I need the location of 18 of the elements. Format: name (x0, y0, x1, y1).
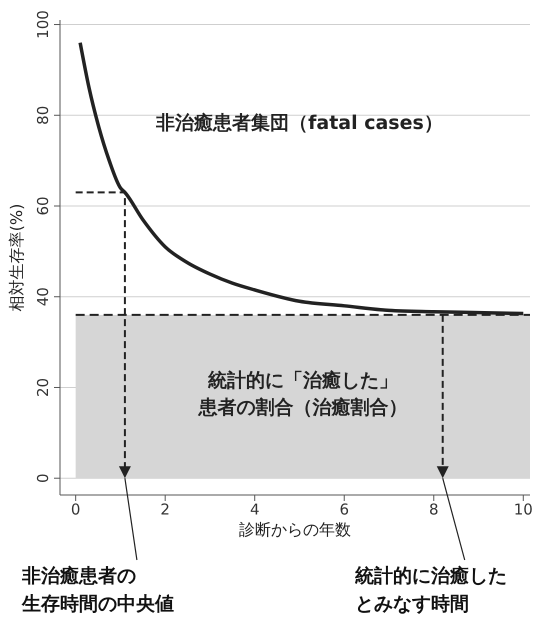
annotation: 統計的に治癒したとみなす時間 (354, 565, 507, 615)
y-axis-title: 相対生存率(%) (7, 204, 26, 312)
y-tick-label: 80 (34, 106, 52, 125)
x-tick-label: 4 (250, 500, 260, 519)
annotation: 非治癒患者集団（fatal cases） (155, 112, 443, 134)
band-label: 統計的に「治癒した」患者の割合（治癒割合） (197, 370, 408, 419)
y-tick-label: 60 (34, 196, 52, 216)
annotation: 非治癒患者の生存時間の中央値 (21, 565, 174, 615)
x-tick-label: 8 (428, 500, 439, 519)
x-tick-label: 0 (70, 500, 80, 519)
y-tick-label: 0 (34, 473, 52, 483)
y-tick-label: 40 (34, 287, 52, 306)
y-tick-label: 20 (34, 378, 52, 398)
x-tick-label: 6 (339, 500, 350, 519)
y-tick-label: 100 (34, 10, 52, 39)
x-axis-title: 診断からの年数 (239, 520, 351, 539)
x-tick-label: 2 (160, 500, 170, 519)
x-tick-label: 10 (514, 500, 533, 519)
